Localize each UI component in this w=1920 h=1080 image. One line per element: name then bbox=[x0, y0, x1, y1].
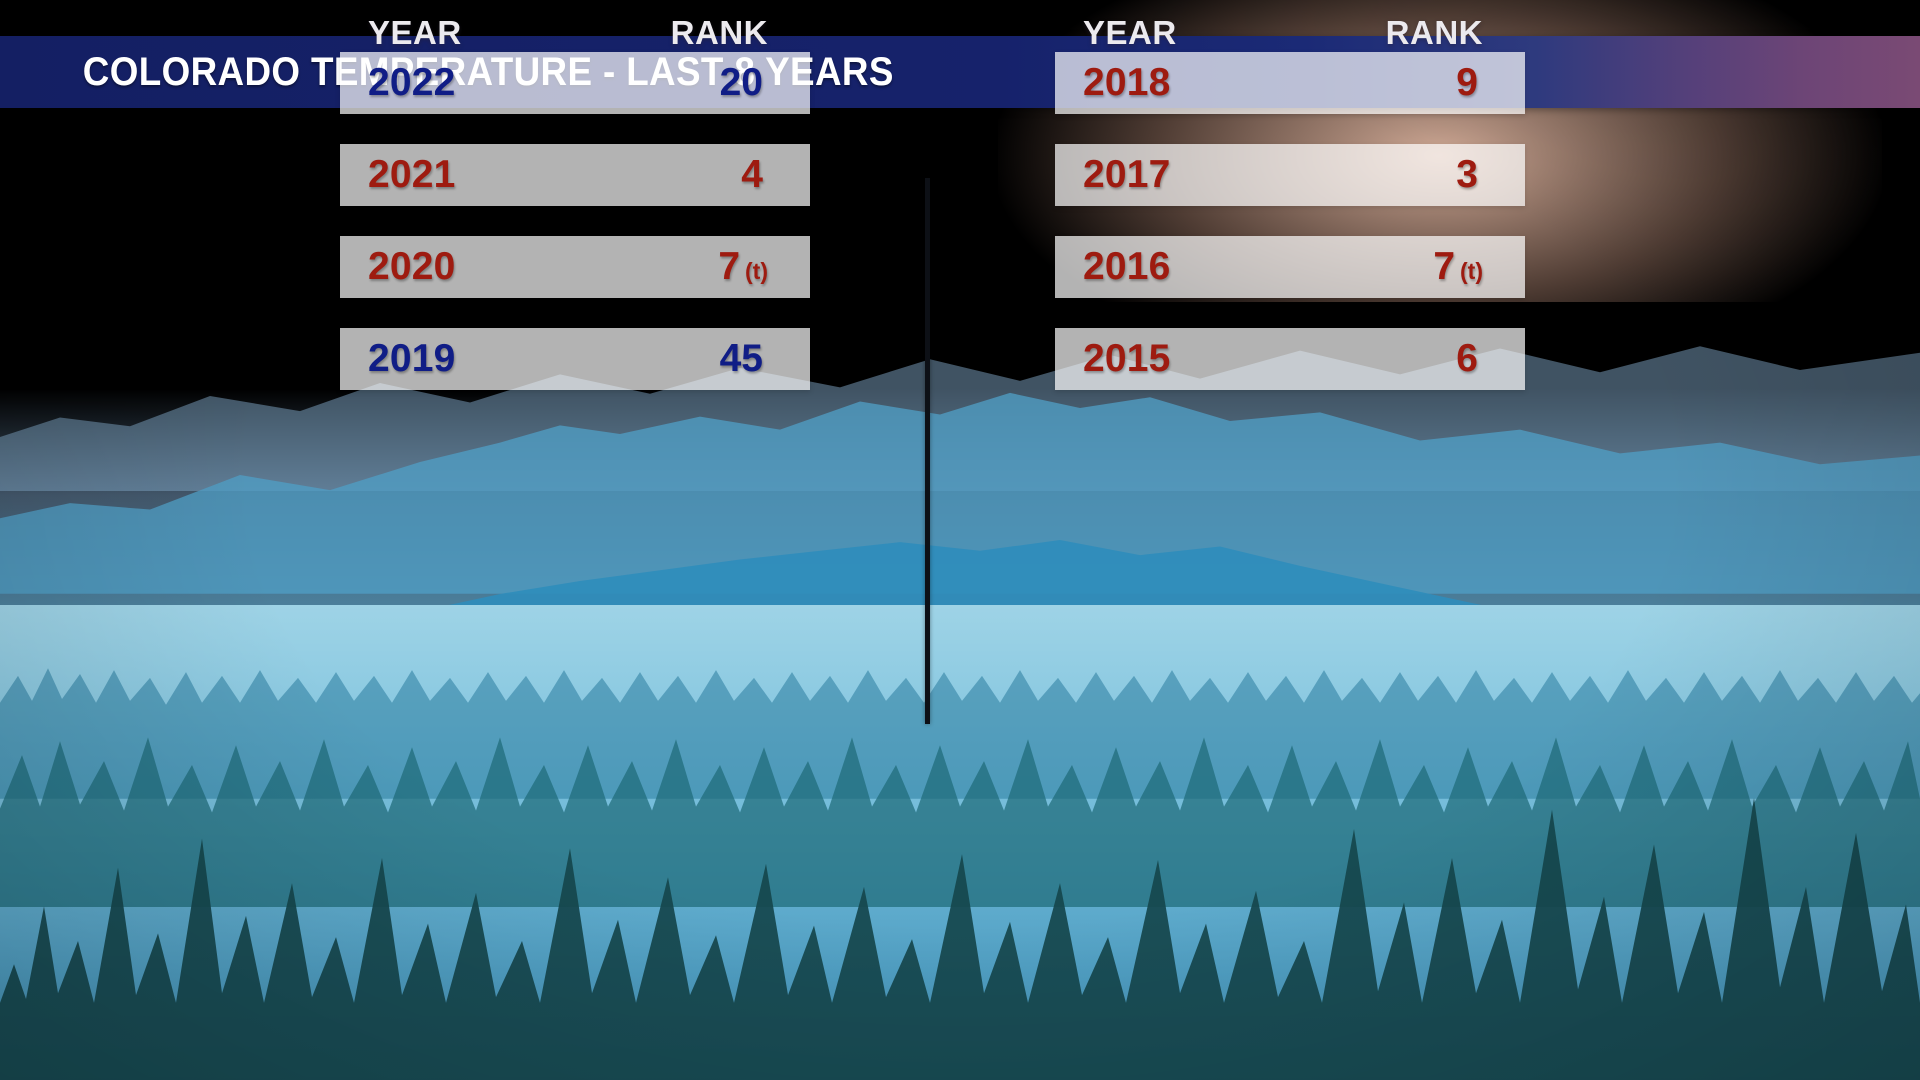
table-header-row-right: YEAR RANK bbox=[1055, 0, 1525, 52]
cell-rank: 3 bbox=[1283, 153, 1499, 197]
forest-silhouette-near bbox=[0, 713, 1920, 1080]
cell-rank: 6 bbox=[1283, 337, 1499, 381]
tie-marker: (t) bbox=[1460, 258, 1483, 284]
year-rank-table-right: YEAR RANK 2018 9 2017 3 2016 7 (t) 2015 6 bbox=[1055, 0, 1525, 390]
rank-value: 4 bbox=[741, 153, 763, 196]
rank-value: 45 bbox=[719, 337, 763, 380]
table-divider bbox=[925, 178, 930, 724]
cell-year: 2020 bbox=[368, 245, 456, 288]
table-row: 2018 9 bbox=[1055, 52, 1525, 114]
table-row: 2020 7 (t) bbox=[340, 236, 810, 298]
column-header-year: YEAR bbox=[1083, 14, 1177, 51]
rank-value: 9 bbox=[1456, 61, 1478, 104]
table-row: 2015 6 bbox=[1055, 328, 1525, 390]
cell-year: 2015 bbox=[1083, 337, 1171, 380]
cell-year: 2019 bbox=[368, 337, 456, 380]
cell-rank: 7 (t) bbox=[568, 245, 784, 289]
mountain-ridge-mid bbox=[0, 313, 1920, 594]
rank-value: 7 bbox=[1433, 245, 1456, 288]
cell-rank: 9 bbox=[1283, 61, 1499, 105]
table-row: 2022 20 bbox=[340, 52, 810, 114]
rank-value: 20 bbox=[719, 61, 763, 104]
cell-year: 2018 bbox=[1083, 61, 1171, 104]
title-banner: COLORADO TEMPERATURE - LAST 8 YEARS bbox=[0, 36, 1920, 108]
cell-year: 2017 bbox=[1083, 153, 1171, 196]
forest-silhouette-mid bbox=[0, 670, 1920, 908]
rank-value: 6 bbox=[1456, 337, 1478, 380]
cell-rank: 4 bbox=[568, 153, 784, 197]
table-header-row-left: YEAR RANK bbox=[340, 0, 810, 52]
column-header-rank: RANK bbox=[1385, 14, 1483, 51]
rank-value: 3 bbox=[1456, 153, 1478, 196]
column-header-year: YEAR bbox=[368, 14, 462, 51]
tie-marker: (t) bbox=[745, 258, 768, 284]
cell-year: 2022 bbox=[368, 61, 456, 104]
cell-rank: 45 bbox=[568, 337, 784, 381]
rank-value: 7 bbox=[718, 245, 741, 288]
table-row: 2016 7 (t) bbox=[1055, 236, 1525, 298]
forest-silhouette-far bbox=[0, 626, 1920, 800]
cell-rank: 20 bbox=[568, 61, 784, 105]
table-row: 2017 3 bbox=[1055, 144, 1525, 206]
column-header-rank: RANK bbox=[670, 14, 768, 51]
cell-rank: 7 (t) bbox=[1283, 245, 1499, 289]
cell-year: 2021 bbox=[368, 153, 456, 196]
year-rank-table-left: YEAR RANK 2022 20 2021 4 2020 7 (t) 2019 … bbox=[340, 0, 810, 390]
cell-year: 2016 bbox=[1083, 245, 1171, 288]
table-row: 2019 45 bbox=[340, 328, 810, 390]
table-row: 2021 4 bbox=[340, 144, 810, 206]
